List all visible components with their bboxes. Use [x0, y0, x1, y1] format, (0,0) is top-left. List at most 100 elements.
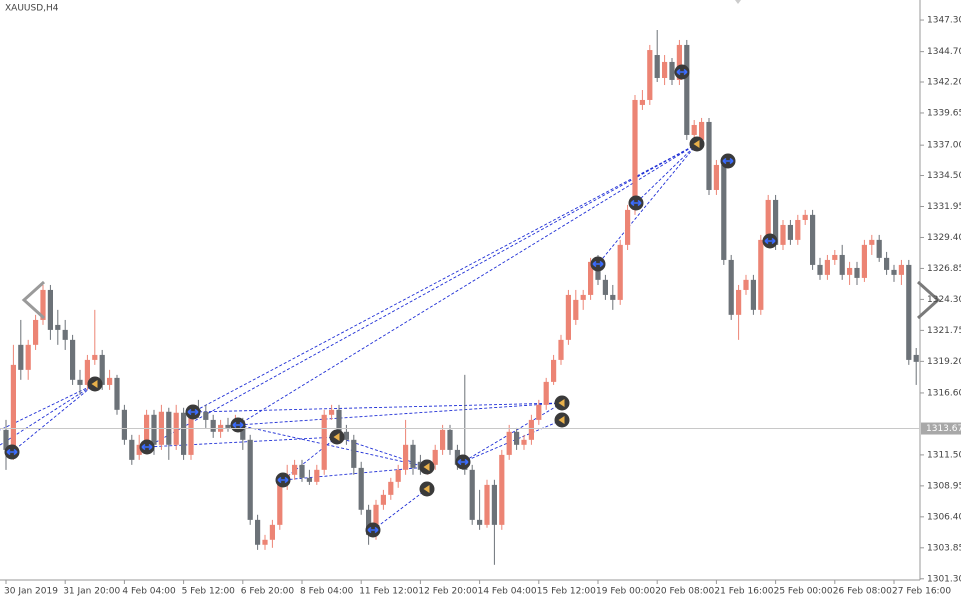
x-tick-label: 20 Feb 08:00: [655, 587, 714, 597]
candle-body: [514, 431, 520, 445]
candle-body: [55, 324, 61, 330]
y-tick-label: 1326.85: [927, 264, 961, 274]
candle-body: [136, 444, 142, 455]
candle-body: [625, 209, 631, 245]
candle-body: [906, 264, 912, 360]
candle-body: [10, 364, 16, 455]
candle-body: [602, 279, 608, 295]
candle-body: [25, 344, 31, 370]
x-tick-label: 26 Feb 08:00: [833, 587, 892, 597]
candle-body: [817, 264, 823, 275]
candle-body: [662, 61, 668, 78]
candle-body: [321, 414, 327, 470]
candle-body: [395, 469, 401, 482]
candle-body: [373, 504, 379, 535]
signal-arrow: [423, 485, 430, 493]
y-tick-label: 1311.50: [927, 450, 961, 460]
current-price-box: [921, 422, 961, 435]
candle-body: [403, 444, 409, 470]
candle-body: [647, 50, 653, 100]
candle-body: [706, 121, 712, 190]
swing-arrow: [457, 458, 469, 466]
nav-left[interactable]: [21, 280, 46, 320]
swing-arrow: [277, 476, 289, 484]
y-tick-label: 1329.40: [927, 233, 961, 243]
nav-right[interactable]: [916, 280, 941, 320]
candle-body: [84, 359, 90, 385]
signal-arrow: [693, 140, 700, 148]
candle-body: [499, 454, 505, 525]
candle-body: [203, 411, 209, 420]
swing-arrow: [141, 443, 153, 451]
candle-body: [639, 99, 645, 105]
x-tick-label: 14 Feb 04:00: [478, 587, 537, 597]
y-tick-label: 1331.95: [927, 202, 961, 212]
candle-body: [306, 477, 312, 482]
candle-body: [832, 254, 838, 260]
candle-body: [787, 224, 793, 240]
candle-body: [669, 61, 675, 80]
swing-arrow: [630, 199, 642, 207]
candle-body: [824, 259, 830, 275]
candle-body: [898, 264, 904, 275]
x-tick-label: 15 Feb 12:00: [537, 587, 596, 597]
candle-body: [728, 259, 734, 315]
candle-body: [262, 539, 268, 545]
swing-arrow: [722, 157, 734, 165]
swing-arrow: [187, 408, 199, 416]
candle-body: [854, 267, 860, 278]
x-tick-label: 19 Feb 00:00: [596, 587, 655, 597]
candle-body: [721, 164, 727, 260]
y-tick-label: 1339.65: [927, 108, 961, 118]
y-tick-label: 1324.30: [927, 295, 961, 305]
y-tick-label: 1319.20: [927, 357, 961, 367]
candle-body: [484, 484, 490, 525]
x-tick-label: 4 Feb 04:00: [122, 587, 176, 597]
candle-body: [632, 99, 638, 210]
y-tick-label: 1347.30: [927, 16, 961, 26]
signal-arrow: [558, 399, 565, 407]
candle-body: [77, 379, 83, 385]
candle-body: [565, 294, 571, 340]
candle-body: [691, 124, 697, 135]
candle-body: [314, 469, 320, 482]
candle-body: [107, 377, 113, 385]
candle-body: [129, 439, 135, 460]
candle-body: [750, 279, 756, 310]
candle-body: [47, 289, 53, 330]
candle-body: [255, 519, 261, 545]
candle-body: [410, 444, 416, 468]
candle-body: [610, 294, 616, 300]
candle-body: [780, 224, 786, 245]
candle-body: [181, 412, 187, 455]
x-tick-label: 31 Jan 20:00: [63, 587, 120, 597]
x-tick-label: 6 Feb 20:00: [241, 587, 295, 597]
candle-body: [114, 377, 120, 410]
candle-body: [358, 467, 364, 510]
candle-body: [240, 422, 246, 440]
candle-body: [913, 354, 919, 362]
candle-body: [40, 289, 46, 320]
signal-markers: [4, 64, 778, 538]
x-tick-label: 27 Feb 16:00: [892, 587, 951, 597]
candle-body: [551, 359, 557, 382]
shift-marker: [735, 0, 741, 4]
candle-body: [528, 419, 534, 440]
candle-body: [773, 199, 779, 245]
candle-body: [876, 239, 882, 258]
y-tick-label: 1344.70: [927, 47, 961, 57]
candle-body: [336, 409, 342, 432]
candle-body: [440, 429, 446, 450]
candle-body: [506, 431, 512, 455]
x-tick-label: 30 Jan 2019: [4, 587, 58, 597]
candle-body: [99, 354, 105, 385]
candle-body: [847, 267, 853, 275]
candle-body: [617, 244, 623, 300]
candle-body: [343, 431, 349, 440]
y-tick-label: 1303.85: [927, 543, 961, 553]
x-tick-label: 21 Feb 16:00: [714, 587, 773, 597]
candle-body: [736, 289, 742, 315]
signal-arrow: [423, 463, 430, 471]
swing-arrow: [6, 448, 18, 456]
y-tick-label: 1308.95: [927, 481, 961, 491]
